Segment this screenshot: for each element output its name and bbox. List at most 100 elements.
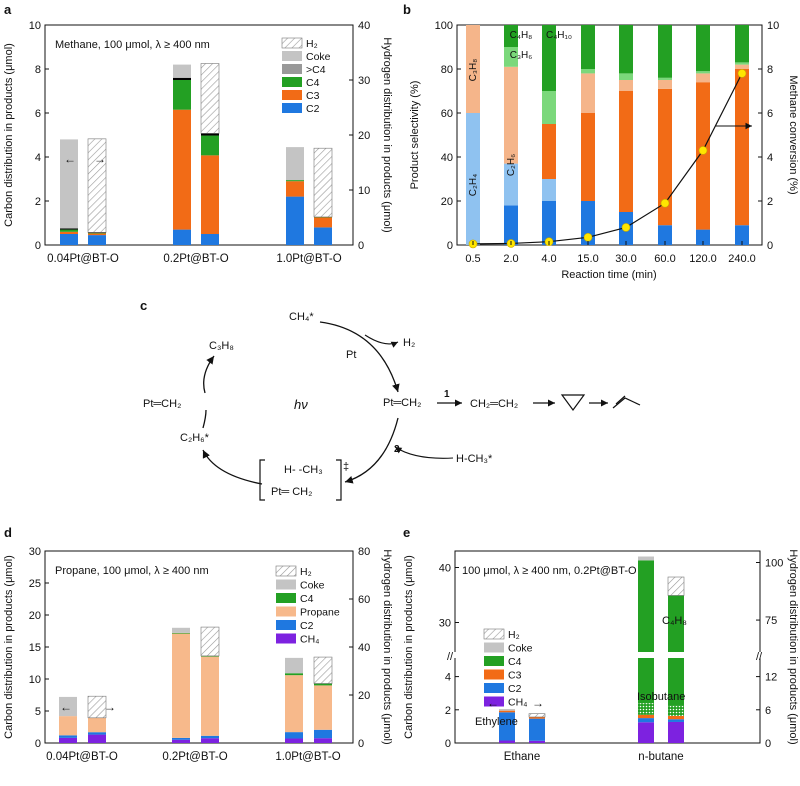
d-hydrogen-bar-c2: [314, 729, 332, 739]
d-legend-swatch-c4: [276, 593, 296, 603]
b-ytick-label: 60: [441, 108, 453, 120]
b-bar-c3: [542, 124, 556, 179]
e-ytick-label: 4: [445, 672, 451, 684]
cycle-connector-left: [202, 409, 207, 429]
b-bar-c4h10: [504, 47, 518, 67]
propene-double-bond: [615, 395, 626, 405]
b-bar-c4h10: [542, 91, 556, 124]
cycle-arrow-top-right: [319, 321, 400, 393]
d-legend-label: Coke: [300, 580, 325, 592]
xlabels-a: 0.04Pt@BT-O 0.2Pt@BT-O 1.0Pt@BT-O: [47, 253, 342, 265]
e-legend-swatch-coke: [484, 642, 504, 653]
e-hydrogen-bar-isobutane: [668, 705, 684, 716]
e-carbon-bar-coke: [499, 708, 515, 711]
e-ytick-label: 2: [445, 705, 451, 717]
b-bar-c2h6: [504, 163, 518, 206]
bar-labels-b: C₃H₈ C₂H₆ C₄H₈ C₃H₆ C₂H₄ C₄H₁₀: [468, 30, 572, 196]
hch3-arrow: [394, 446, 454, 459]
d-y2tick-label: 0: [358, 738, 364, 750]
a-ytick-label: 6: [35, 108, 41, 120]
arrow-left-a: ←: [64, 152, 76, 166]
b-bar-c4: [542, 25, 556, 91]
annotation-isobutane: Isobutane: [637, 691, 685, 703]
e-axis-break-mask: [452, 652, 763, 658]
panel-e: e 100 μmol, λ ≥ 400 nm, 0.2Pt@BT-O Carbo…: [403, 525, 799, 763]
b-bar-c2: [542, 201, 556, 245]
b-xlabel: 120.0: [689, 253, 717, 265]
d-ytick-label: 15: [29, 642, 41, 654]
a-hydrogen-bar-c4: [201, 135, 219, 156]
h2-release-arrow: [364, 334, 399, 348]
scheme-pt-ch2-right: Pt═CH₂: [383, 397, 421, 409]
panel-letter-b: b: [403, 2, 411, 17]
a-legend-swatch-c4: [282, 77, 302, 87]
d-legend-label: H₂: [300, 566, 312, 578]
d-hydrogen-bar-ch4: [201, 738, 219, 743]
d-hydrogen-bar-h2: [87, 695, 107, 719]
a-ytick-label: 0: [35, 240, 41, 252]
a-hydrogen-bar-c3: [201, 155, 219, 234]
b-y2tick-label: 8: [767, 64, 773, 76]
b-bar-c4: [658, 25, 672, 78]
b-bar-c4h10: [735, 62, 749, 65]
e-legend-label: CH₄: [508, 697, 527, 709]
a-hydrogen-bar-h2: [200, 63, 220, 134]
e-carbon-bar-c2: [499, 712, 515, 741]
y2label-b: Methane conversion (%): [787, 75, 799, 194]
e-axis-break-left: //: [447, 651, 454, 663]
a-ytick-label: 10: [29, 20, 41, 32]
a-legend-swatch-c2: [282, 103, 302, 113]
b-bar-c3h8: [696, 73, 710, 83]
e-xlabel: n-butane: [638, 751, 683, 763]
b-xlabel: 2.0: [503, 253, 518, 265]
d-carbon-bar-coke: [285, 657, 303, 674]
a-hydrogen-bar-h2: [87, 138, 107, 233]
d-carbon-bar-propane: [172, 633, 190, 738]
b-bar-c2: [581, 201, 595, 245]
arrow-left-e: ←: [487, 696, 499, 710]
d-y2tick-label: 20: [358, 690, 370, 702]
d-carbon-bar-coke: [172, 627, 190, 633]
y2label-a: Hydrogen distribution in products (μmol): [381, 37, 393, 232]
y2label-e: Hydrogen distribution in products (μmol): [787, 549, 799, 744]
b-bar-label: C₃H₆: [510, 50, 533, 61]
e-hydrogen-bar-c2: [529, 718, 545, 741]
e-y2tick-label: 75: [765, 615, 777, 627]
d-carbon-bar-c4: [172, 632, 190, 634]
d-carbon-bar-ch4: [172, 739, 190, 743]
b-conversion-point: [583, 233, 593, 242]
e-hydrogen-bar-c4: [668, 595, 684, 706]
a-hydrogen-bar-c3: [88, 233, 106, 236]
a-carbon-bar-c4: [286, 180, 304, 182]
d-xlabel: 0.04Pt@BT-O: [46, 751, 118, 763]
b-ytick-label: 40: [441, 152, 453, 164]
xlabels-d: 0.04Pt@BT-O 0.2Pt@BT-O 1.0Pt@BT-O: [46, 751, 341, 763]
panel-d: d Propane, 100 μmol, λ ≥ 400 nm Carbon d…: [3, 525, 393, 763]
a-legend-swatch-coke: [282, 51, 302, 61]
annotation-d: Propane, 100 μmol, λ ≥ 400 nm: [55, 565, 209, 577]
a-legend-swatch-c3: [282, 90, 302, 100]
b-bar-c2: [696, 229, 710, 245]
b-bar-c4h10: [696, 71, 710, 74]
d-hydrogen-bar-propane: [201, 656, 219, 736]
b-bar-c2: [735, 225, 749, 245]
b-xlabel: 240.0: [728, 253, 756, 265]
a-carbon-bar-c3: [60, 231, 78, 234]
ylabel-b: Product selectivity (%): [409, 81, 421, 190]
cycle-arrow-bottom-left: [202, 449, 263, 485]
b-y2tick-label: 6: [767, 108, 773, 120]
d-hydrogen-bar-ch4: [88, 734, 106, 743]
e-legend-swatch-c3: [484, 669, 504, 680]
e-legend-swatch-c4: [484, 656, 504, 666]
a-carbon-bar-c4: [173, 80, 191, 110]
scheme-ts-dagger: ‡: [343, 461, 349, 473]
e-carbon-bar-coke: [638, 556, 654, 561]
scheme-h2: H₂: [403, 337, 415, 349]
b-bar-c4h10: [658, 77, 672, 80]
b-bar-label: C₄H₁₀: [546, 30, 572, 41]
scheme-step1: 1: [444, 389, 450, 400]
d-legend-swatch-c2: [276, 620, 296, 630]
d-xlabel: 1.0Pt@BT-O: [275, 751, 340, 763]
b-bar-c3: [619, 91, 633, 212]
